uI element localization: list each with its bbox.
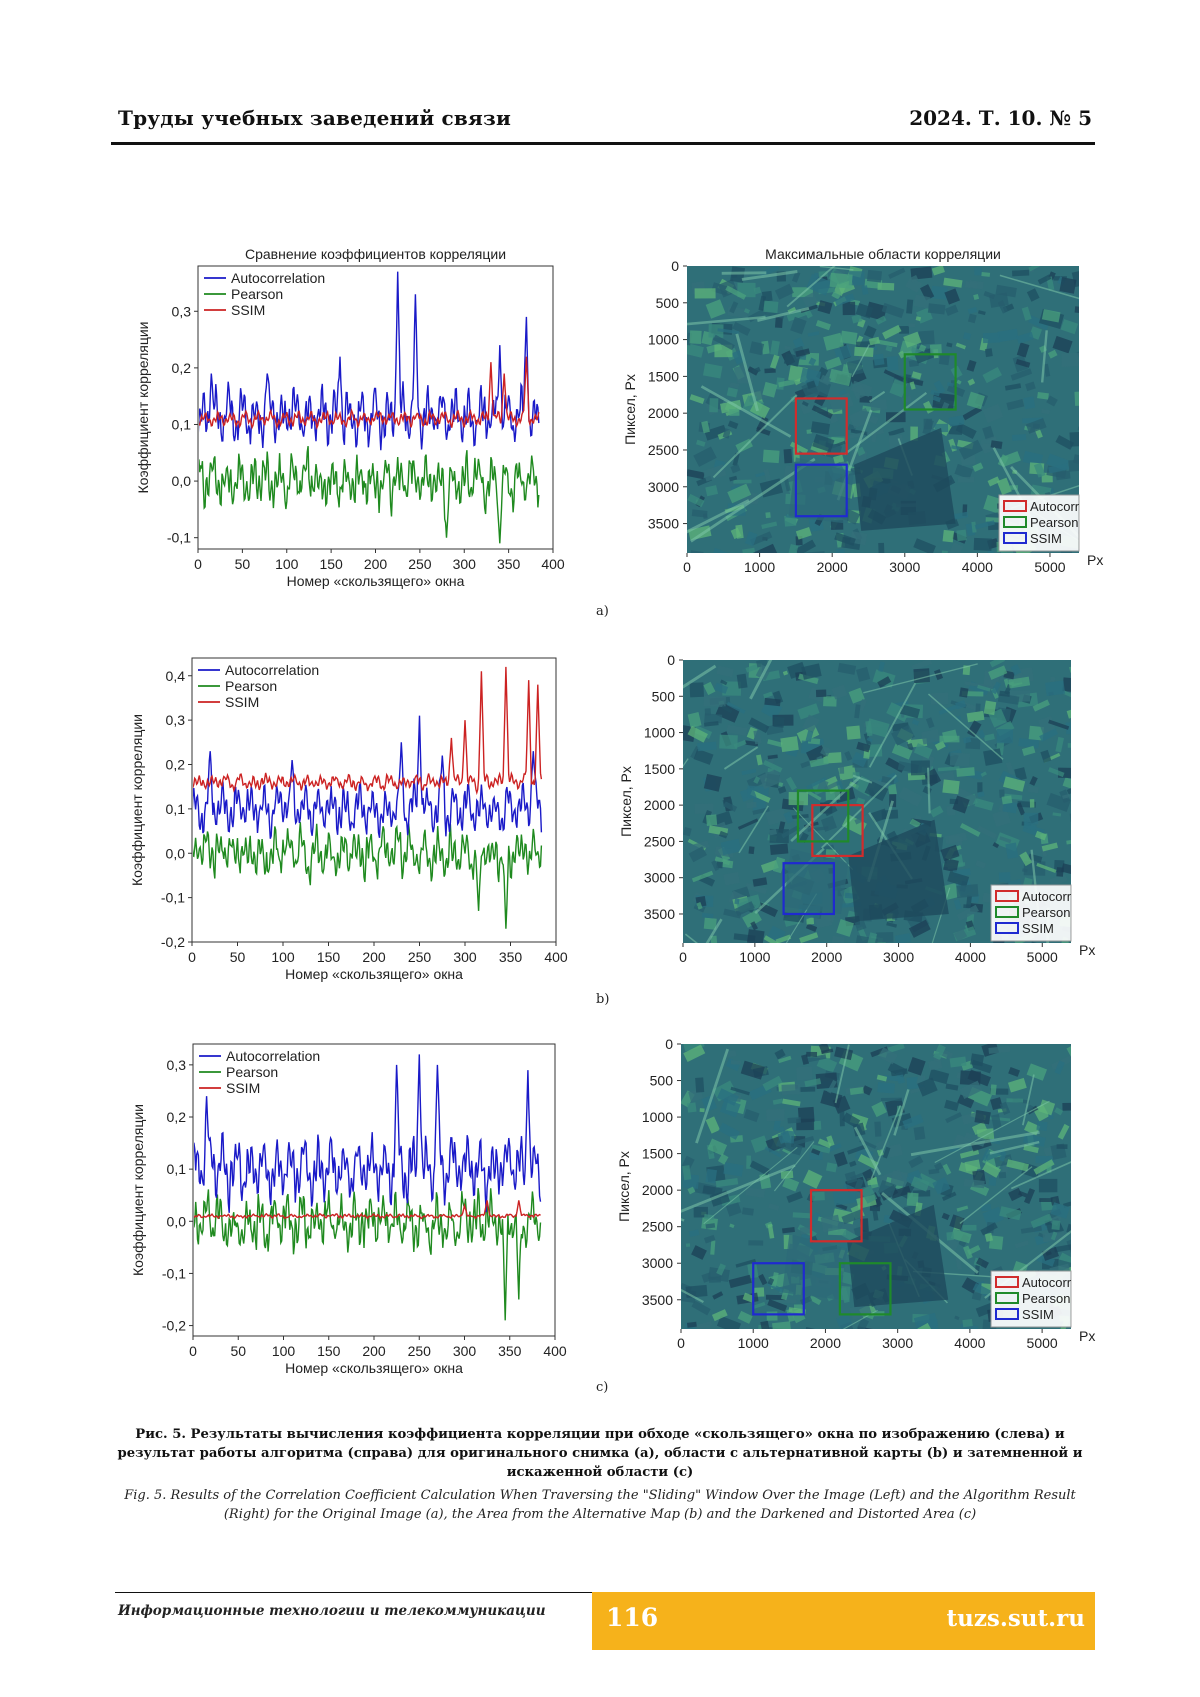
map-x-tick-label: 1000 (738, 1335, 769, 1351)
map-block (767, 1311, 778, 1320)
map-x-tick-label: 2000 (810, 1335, 841, 1351)
map-legend-label-autocorr: Autocorr (1022, 1275, 1072, 1290)
map-block (970, 1053, 984, 1066)
map-block (787, 1117, 800, 1123)
map-block (877, 1082, 895, 1094)
map-x-axis-label: Px (1079, 1328, 1095, 1344)
map-y-tick-label: 500 (650, 1073, 674, 1089)
map-block (686, 1285, 708, 1298)
map-block (1070, 1307, 1083, 1316)
map-y-tick-label: 3500 (642, 1292, 673, 1308)
map-block (746, 1156, 751, 1169)
panel-label: c) (596, 1380, 608, 1395)
map-block (989, 1177, 997, 1186)
map-block (781, 1084, 800, 1095)
figure-caption-en: Fig. 5. Results of the Correlation Coeff… (100, 1486, 1100, 1524)
map-block (1036, 1121, 1047, 1131)
map-block (687, 1102, 697, 1112)
map-legend-label-ssim: SSIM (1022, 1307, 1054, 1322)
map-x-tick-label: 5000 (1027, 1335, 1058, 1351)
map-legend-label-pearson: Pearson (1022, 1291, 1070, 1306)
map-block (806, 1052, 817, 1057)
map-block (700, 1108, 705, 1112)
map-block (1057, 1144, 1068, 1149)
map-block (812, 1192, 825, 1201)
map-block (772, 1321, 791, 1333)
map-block (963, 1225, 977, 1231)
map-block (874, 1122, 881, 1137)
map-x-tick-label: 4000 (954, 1335, 985, 1351)
map-block (1039, 1198, 1052, 1202)
map-y-axis-label: Пиксел, Px (616, 1151, 632, 1222)
map-block (990, 1084, 997, 1095)
map-block (974, 1110, 990, 1124)
map-x-tick-label: 3000 (882, 1335, 913, 1351)
map-block (686, 1243, 690, 1247)
map-block (1006, 1098, 1023, 1102)
map-block (1062, 1103, 1080, 1111)
map-block (962, 1319, 972, 1327)
map-block (766, 1109, 784, 1121)
map-y-tick-label: 2500 (642, 1219, 673, 1235)
footer-section: Информационные технологии и телекоммуник… (118, 1603, 546, 1619)
map-block (839, 1111, 844, 1126)
footer-website-link[interactable]: tuzs.sut.ru (946, 1605, 1085, 1632)
map-y-tick-label: 1500 (642, 1146, 673, 1162)
map-block (1039, 1179, 1058, 1193)
map-block (946, 1232, 954, 1241)
map-block (999, 1172, 1006, 1178)
map-block (705, 1169, 717, 1184)
map-y-tick-label: 0 (665, 1036, 673, 1052)
map-x-tick-label: 0 (677, 1335, 685, 1351)
map-block (800, 1226, 811, 1234)
map-block (1052, 1220, 1061, 1230)
map-block (800, 1087, 816, 1092)
page-number: 116 (606, 1603, 658, 1632)
map-block (731, 1060, 741, 1065)
map-y-tick-label: 1000 (642, 1109, 673, 1125)
map-block (696, 1324, 710, 1336)
map-block (914, 1126, 926, 1140)
map-block (881, 1098, 902, 1102)
map-block (748, 1240, 763, 1245)
map-y-tick-label: 2000 (642, 1182, 673, 1198)
map-block (695, 1077, 704, 1092)
figure-caption-ru: Рис. 5. Результаты вычисления коэффициен… (100, 1425, 1100, 1482)
map-y-tick-label: 3000 (642, 1255, 673, 1271)
map-block (796, 1066, 813, 1080)
